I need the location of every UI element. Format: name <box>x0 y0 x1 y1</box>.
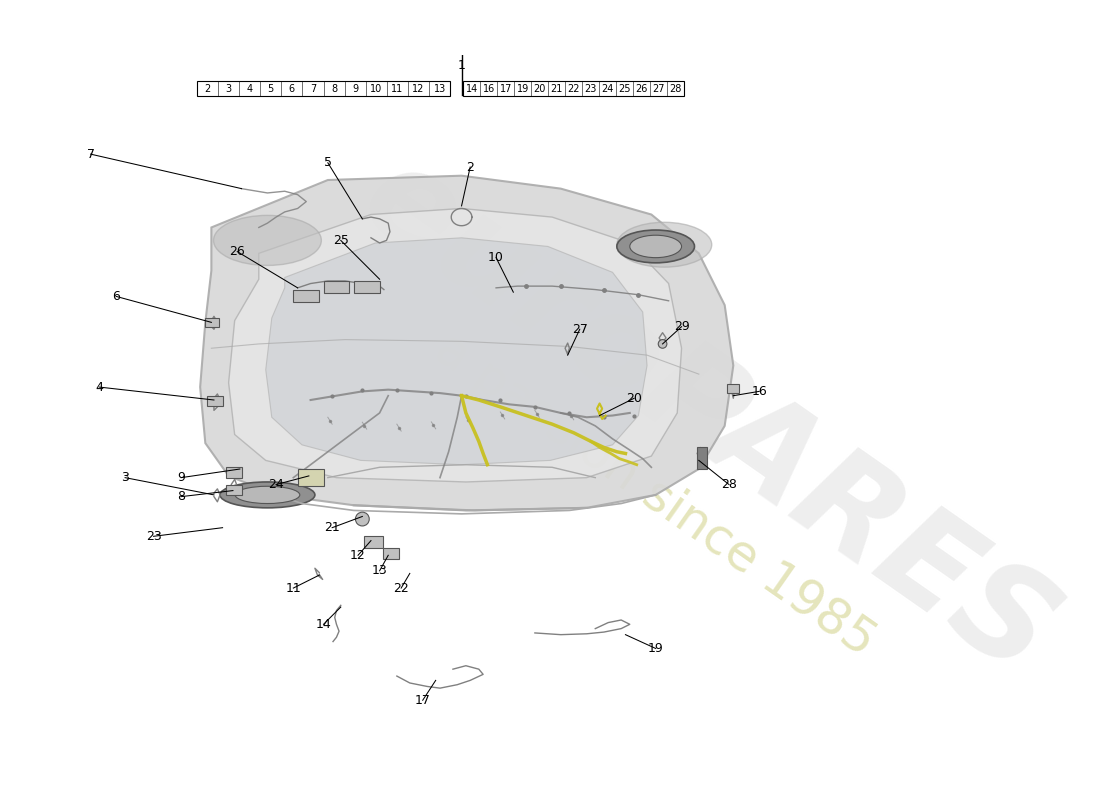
Bar <box>383 548 398 558</box>
Text: 9: 9 <box>177 471 185 484</box>
Text: 17: 17 <box>415 694 431 706</box>
Text: 5: 5 <box>267 83 274 94</box>
Circle shape <box>355 512 370 526</box>
Text: 12: 12 <box>412 83 425 94</box>
Circle shape <box>658 340 667 348</box>
Polygon shape <box>697 447 707 469</box>
Text: 4: 4 <box>246 83 253 94</box>
Text: a passion since 1985: a passion since 1985 <box>427 324 884 666</box>
Text: 6: 6 <box>112 290 120 303</box>
Bar <box>354 281 379 293</box>
Text: 10: 10 <box>371 83 383 94</box>
Text: 25: 25 <box>333 234 349 247</box>
Bar <box>207 396 222 406</box>
Text: 16: 16 <box>751 385 767 398</box>
Text: 27: 27 <box>572 322 587 336</box>
Text: 20: 20 <box>626 392 642 405</box>
Text: 16: 16 <box>483 83 495 94</box>
Polygon shape <box>229 209 682 482</box>
Text: 8: 8 <box>177 490 185 503</box>
Text: 22: 22 <box>394 582 409 594</box>
Text: 23: 23 <box>145 530 162 543</box>
Text: 21: 21 <box>324 521 340 534</box>
Text: 13: 13 <box>433 83 446 94</box>
Text: 8: 8 <box>331 83 338 94</box>
Bar <box>364 536 383 548</box>
Bar <box>463 81 684 96</box>
Text: 28: 28 <box>722 478 737 491</box>
Text: 14: 14 <box>316 618 331 631</box>
Text: 11: 11 <box>286 582 301 594</box>
Text: 27: 27 <box>652 83 664 94</box>
Text: 17: 17 <box>499 83 512 94</box>
Text: 2: 2 <box>466 161 474 174</box>
Ellipse shape <box>235 486 300 503</box>
Text: 29: 29 <box>673 320 690 333</box>
Text: 24: 24 <box>602 83 614 94</box>
Text: 2: 2 <box>205 83 210 94</box>
Bar <box>298 469 323 486</box>
Text: 26: 26 <box>230 245 245 258</box>
Text: 28: 28 <box>670 83 682 94</box>
Text: 19: 19 <box>648 642 663 655</box>
Text: 9: 9 <box>352 83 359 94</box>
Text: 25: 25 <box>618 83 631 94</box>
Text: 7: 7 <box>87 148 95 161</box>
Text: 21: 21 <box>550 83 563 94</box>
Text: 13: 13 <box>372 564 387 578</box>
Text: 10: 10 <box>488 251 504 264</box>
Text: 11: 11 <box>392 83 404 94</box>
Bar <box>206 318 219 326</box>
Text: 14: 14 <box>465 83 477 94</box>
Text: 1: 1 <box>458 58 465 72</box>
Bar <box>226 485 242 495</box>
Ellipse shape <box>213 215 321 266</box>
Text: 19: 19 <box>517 83 529 94</box>
Polygon shape <box>266 238 647 465</box>
Text: 6: 6 <box>289 83 295 94</box>
Text: 26: 26 <box>636 83 648 94</box>
Text: 3: 3 <box>226 83 231 94</box>
Ellipse shape <box>630 235 682 258</box>
Bar <box>226 467 242 478</box>
Bar <box>197 81 450 96</box>
Text: 23: 23 <box>584 83 597 94</box>
Bar <box>294 290 319 302</box>
Text: 22: 22 <box>568 83 580 94</box>
Ellipse shape <box>220 482 315 508</box>
Text: euroPARES: euroPARES <box>338 132 1077 702</box>
Polygon shape <box>200 176 734 510</box>
Text: 20: 20 <box>534 83 546 94</box>
Bar <box>727 385 739 393</box>
Bar <box>323 281 350 293</box>
Text: 5: 5 <box>323 156 332 170</box>
Ellipse shape <box>617 230 694 263</box>
Text: 24: 24 <box>268 478 284 491</box>
Text: 3: 3 <box>121 471 129 484</box>
Text: 4: 4 <box>96 381 103 394</box>
Ellipse shape <box>617 222 712 267</box>
Text: 7: 7 <box>310 83 316 94</box>
Text: 12: 12 <box>350 549 366 562</box>
